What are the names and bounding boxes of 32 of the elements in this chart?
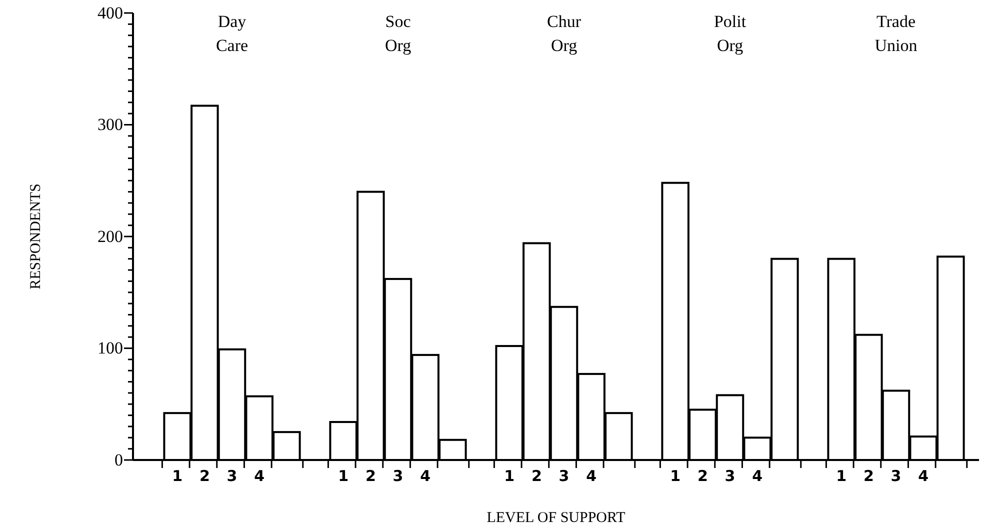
y-tick-label: 0 xyxy=(114,450,123,470)
text: 3 xyxy=(558,467,570,485)
text: 4 xyxy=(420,467,431,485)
legend-label: 4 xyxy=(254,467,265,485)
x-tick-label: Soc Org xyxy=(384,12,412,55)
legend-label: 2 xyxy=(199,467,210,485)
text: 3 xyxy=(392,467,404,485)
text: 1 xyxy=(504,467,515,485)
text: 2 xyxy=(365,467,376,485)
y-tick-label: 300 xyxy=(98,115,123,134)
y-tick-label: 400 xyxy=(98,3,123,22)
y-tick-label: 100 xyxy=(98,338,123,358)
x-tick-label: Trade Union xyxy=(874,12,918,55)
y-axis-title: RESPONDENTS xyxy=(28,184,44,290)
x-tick-label: Polit Org xyxy=(714,12,746,55)
text: 1 xyxy=(836,467,847,485)
legend-label: 1 xyxy=(172,467,183,485)
x-tick-label: Chur Org xyxy=(547,12,582,55)
x-tick-label: Day Care xyxy=(216,12,248,55)
x-axis-title: LEVEL OF SUPPORT xyxy=(486,510,626,526)
text: 3 xyxy=(724,467,736,485)
legend-label: 3 xyxy=(226,467,238,485)
text: 4 xyxy=(586,467,597,485)
text: 1 xyxy=(670,467,681,485)
text: 2 xyxy=(531,467,542,485)
text: 2 xyxy=(697,467,708,485)
text: 1 xyxy=(338,467,349,485)
text: 3 xyxy=(890,467,902,485)
y-tick-label: 200 xyxy=(98,226,123,246)
text: 4 xyxy=(918,467,929,485)
text: 2 xyxy=(863,467,874,485)
text: 4 xyxy=(752,467,763,485)
